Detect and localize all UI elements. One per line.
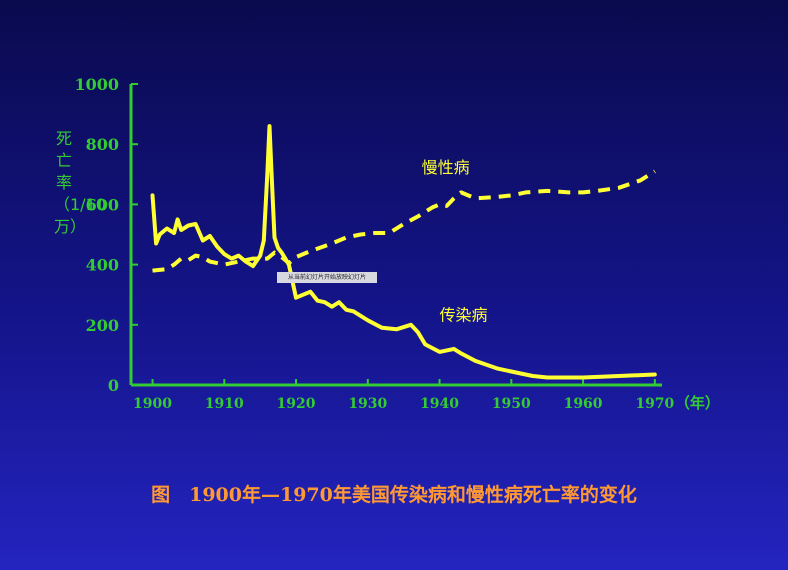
y-axis-label: 死亡率（1/10万） (54, 129, 106, 236)
series-line-infectious (150, 124, 657, 380)
chronic-disease-label: 慢性病 (422, 158, 470, 177)
y-tick-label: 1000 (74, 75, 119, 94)
series-line-chronic (152, 169, 656, 273)
y-tick-label: 0 (108, 376, 119, 395)
x-unit-label: （年） (675, 394, 720, 412)
y-tick-label: 600 (86, 195, 119, 214)
figure-caption: 图 1900年—1970年美国传染病和慢性病死亡率的变化 (151, 484, 637, 506)
y-tick-label: 400 (86, 256, 119, 275)
y-tick-label: 800 (86, 135, 119, 154)
x-tick-label: 1950 (492, 396, 531, 412)
x-tick-label: 1970 (635, 396, 674, 412)
x-tick-label: 1960 (564, 396, 603, 412)
x-tick-label: 1900 (133, 396, 172, 412)
x-tick-label: 1920 (277, 396, 316, 412)
x-tick-label: 1940 (420, 396, 459, 412)
y-tick-label: 200 (86, 316, 119, 335)
x-tick-label: 1930 (348, 396, 387, 412)
series-layer (150, 124, 657, 380)
x-tick-label: 1910 (205, 396, 244, 412)
slideshow-tooltip: 从当前幻灯片开始放映幻灯片 (277, 272, 377, 283)
infectious-disease-label: 传染病 (440, 305, 488, 324)
axes: 0 200 400 600 800 1000 1900 1910 1920 1930 1940 195… (74, 75, 719, 412)
